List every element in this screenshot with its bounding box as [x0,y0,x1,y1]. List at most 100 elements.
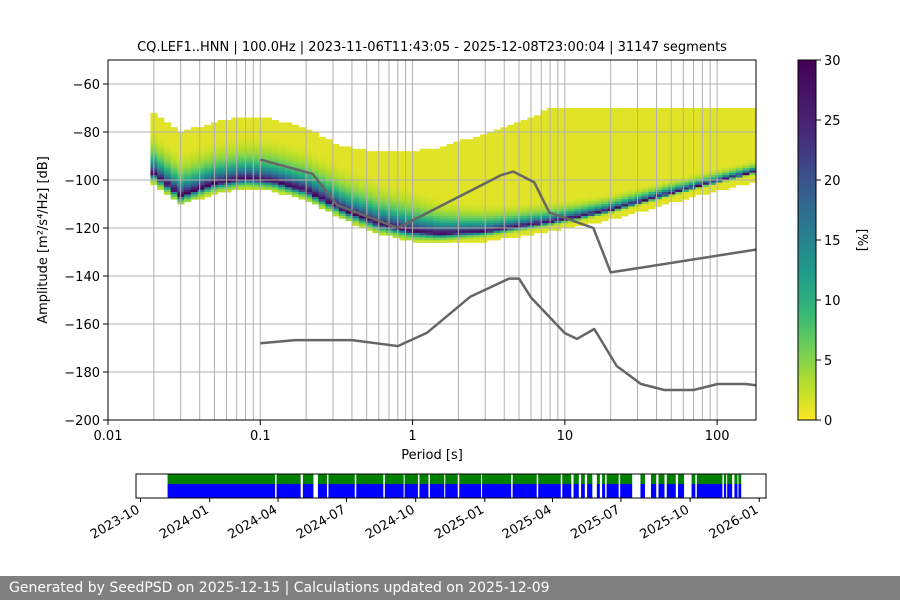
psd-cell [702,189,710,193]
psd-cell [231,168,239,171]
psd-cell [466,156,474,159]
psd-cell [372,180,380,183]
psd-cell [278,177,286,181]
psd-cell [648,189,656,193]
psd-cell [439,218,447,222]
psd-cell [163,144,172,147]
psd-cell [661,163,669,166]
data-gap [403,474,405,498]
psd-cell [332,175,340,178]
psd-cell [459,208,468,212]
psd-cell [184,139,192,142]
psd-cell [453,206,461,210]
psd-cell [655,129,663,133]
psd-cell [641,196,649,200]
psd-cell [621,172,629,176]
psd-cell [520,213,528,217]
psd-cell [688,182,696,186]
psd-cell [446,153,454,157]
psd-cell [170,170,178,174]
psd-cell [224,132,232,135]
psd-cell [365,211,373,214]
psd-cell [634,112,643,116]
psd-cell [507,177,515,181]
psd-cell [587,120,595,123]
psd-cell [439,235,447,238]
psd-cell [392,216,400,219]
psd-cell [244,144,252,147]
psd-cell [486,201,494,205]
psd-cell [285,189,293,193]
psd-cell [412,223,420,226]
psd-cell [574,170,582,174]
psd-cell [311,151,320,154]
psd-cell [661,132,669,135]
psd-cell [399,230,407,234]
psd-cell [446,223,454,226]
psd-cell [681,108,690,111]
psd-cell [695,184,703,188]
psd-cell [648,199,656,202]
psd-cell [298,175,306,178]
psd-cell [426,182,434,186]
psd-cell [641,139,649,142]
psd-cell [520,232,528,236]
psd-cell [224,177,232,181]
psd-cell [345,184,353,188]
psd-cell [681,112,690,116]
psd-cell [325,151,333,154]
psd-cell [735,144,743,147]
psd-cell [749,168,756,171]
psd-cell [641,175,649,178]
psd-cell [224,160,232,164]
psd-cell [311,139,320,142]
psd-cell [480,235,488,238]
psd-cell [493,211,501,214]
psd-cell [392,208,400,212]
psd-cell [621,158,629,162]
psd-cell [567,120,575,123]
psd-cell [493,182,501,186]
psd-cell [513,139,521,142]
psd-cell [641,201,649,205]
psd-cell [547,182,555,186]
timeline-tick-label: 2025-04 [500,502,555,542]
psd-cell [513,151,521,154]
psd-cell [217,165,225,169]
psd-cell [271,156,279,159]
noise-models [259,158,756,392]
psd-cell [587,206,595,210]
psd-cell [648,206,656,210]
psd-cell [345,153,353,157]
psd-cell [352,148,360,152]
psd-cell [574,136,582,140]
psd-cell [197,168,205,171]
psd-cell [285,184,293,188]
psd-cell [365,184,373,188]
psd-cell [655,141,663,145]
psd-cell [587,182,595,186]
psd-cell [614,211,622,214]
psd-cell [533,148,542,152]
psd-cell [507,189,515,193]
psd-cell [264,132,272,135]
psd-cell [399,189,407,193]
psd-cell [702,139,710,142]
psd-cell [365,223,373,226]
psd-cell [567,124,575,128]
psd-cell [392,153,400,157]
psd-cell [661,151,669,154]
psd-cell [574,184,582,188]
psd-cell [399,228,407,231]
psd-cell [170,196,178,200]
data-gap [732,474,735,498]
psd-cell [365,153,373,157]
psd-cell [412,208,420,212]
psd-cell [359,175,367,178]
psd-cell [574,194,582,198]
psd-cell [163,122,172,126]
psd-cell [453,192,461,195]
psd-cell [749,122,756,126]
psd-cell [681,110,690,114]
timeline-tick-label: 2024-04 [226,502,281,542]
